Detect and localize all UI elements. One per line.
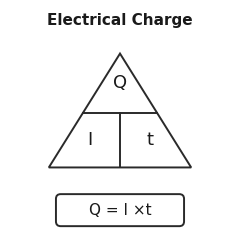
FancyBboxPatch shape [56, 194, 184, 226]
Text: Electrical Charge: Electrical Charge [47, 13, 193, 28]
Text: I: I [88, 131, 93, 149]
Text: Q: Q [113, 74, 127, 92]
Text: Q = I ×t: Q = I ×t [89, 203, 151, 218]
Text: t: t [146, 131, 153, 149]
